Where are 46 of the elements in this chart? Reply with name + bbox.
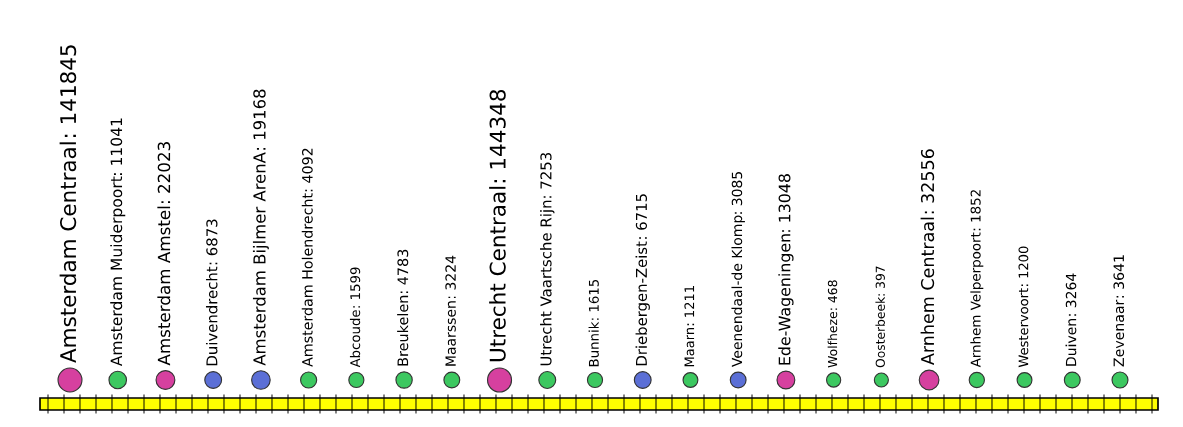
data-label: : 4783 — [397, 249, 409, 294]
category-label: Wolfheze — [827, 312, 838, 368]
category-label: Duivendrecht — [205, 266, 218, 366]
category-label: Bunnik — [588, 321, 599, 367]
category-label: Arnhem Centraal — [920, 217, 935, 366]
data-label: : 3641 — [1113, 255, 1125, 298]
data-label: : 13048 — [778, 174, 791, 232]
data-label: : 11041 — [110, 118, 123, 175]
category-label: Amsterdam Centraal — [59, 142, 77, 363]
category-label: Oosterbeek — [875, 296, 885, 368]
data-label: : 141845 — [59, 45, 77, 137]
category-label: Maarssen — [445, 301, 456, 366]
data-label: : 3085 — [731, 172, 743, 214]
category-label: Utrecht Vaartsche Rijn — [540, 200, 555, 366]
category-label: Amsterdam Holendrecht — [301, 193, 313, 367]
category-label: Zevenaar — [1113, 299, 1125, 367]
category-label: Veenendaal-de Klomp — [731, 215, 745, 367]
category-label: Driebergen-Zeist — [635, 241, 650, 366]
data-label: : 1599 — [350, 267, 361, 308]
data-label: : 7253 — [540, 152, 552, 198]
category-label: Utrecht Centraal — [489, 186, 506, 362]
data-label: : 468 — [827, 280, 838, 310]
data-label: : 3224 — [445, 255, 456, 299]
data-label: : 19168 — [253, 89, 266, 150]
data-label: : 4092 — [302, 148, 313, 192]
category-label: Ede-Wageningen — [778, 234, 794, 365]
category-label: Westervoort — [1018, 288, 1029, 368]
data-label: : 397 — [875, 266, 885, 296]
data-label: : 32556 — [920, 149, 935, 214]
data-label: : 22023 — [157, 142, 171, 203]
category-label: Amsterdam Muiderpoort — [110, 176, 126, 367]
data-label: : 6873 — [206, 219, 218, 265]
data-label: : 1211 — [684, 286, 695, 326]
category-label: Amsterdam Amstel — [157, 206, 171, 366]
data-label: : 6715 — [635, 194, 648, 239]
category-label: Arnhem Velperpoort — [970, 232, 984, 368]
category-label: Maarn — [684, 327, 695, 367]
data-label: : 144348 — [489, 89, 506, 183]
data-label: : 1852 — [970, 190, 981, 231]
data-label: : 3264 — [1065, 273, 1077, 316]
category-label: Breukelen — [397, 295, 409, 366]
category-label: Abcoude — [349, 310, 361, 368]
category-label: Duiven — [1065, 319, 1077, 366]
category-label: Amsterdam Bijlmer ArenA — [252, 152, 269, 366]
data-label: : 1615 — [588, 279, 599, 320]
data-label: : 1200 — [1018, 246, 1029, 286]
